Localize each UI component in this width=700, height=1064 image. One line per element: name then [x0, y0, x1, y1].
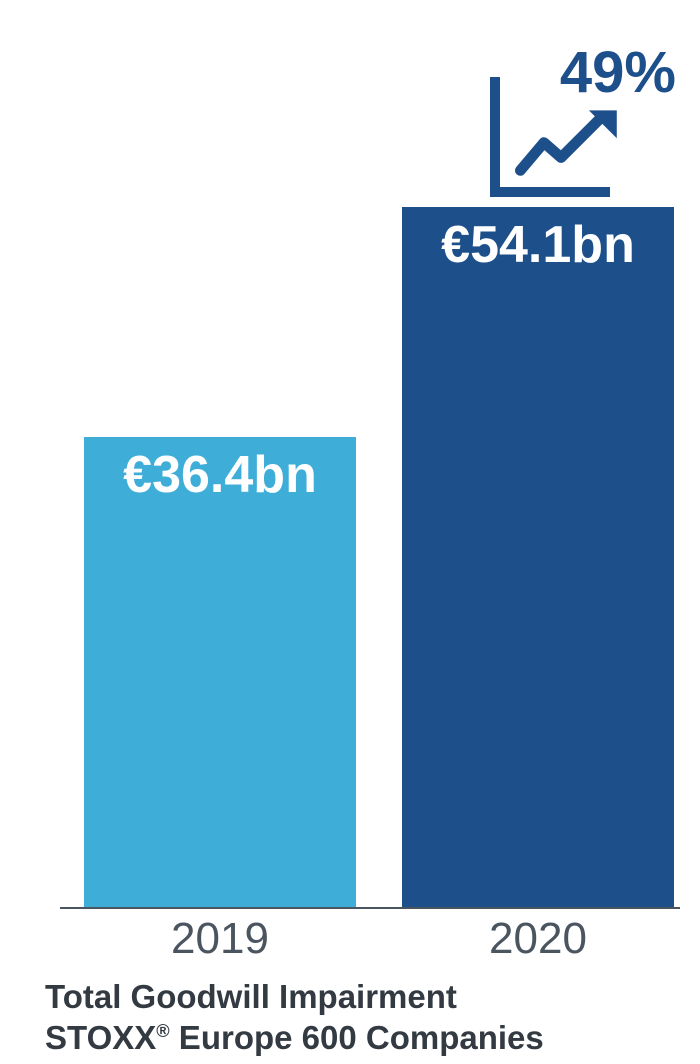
registered-mark: ® — [156, 1021, 169, 1041]
growth-indicator: 49% — [490, 52, 670, 197]
bar-value-label-2019: €36.4bn — [84, 447, 356, 504]
caption-line2-suffix: Europe 600 Companies — [170, 1019, 544, 1056]
x-axis-label-2019: 2019 — [84, 914, 356, 964]
x-axis-baseline — [60, 907, 680, 909]
goodwill-impairment-chart: €36.4bn €54.1bn 49% 2019 2020 Total Go — [0, 0, 700, 1064]
bar-value-label-2020: €54.1bn — [402, 217, 674, 274]
caption-line1: Total Goodwill Impairment — [45, 978, 457, 1015]
bar-2020: €54.1bn — [402, 207, 674, 909]
bar-2019: €36.4bn — [84, 437, 356, 909]
x-axis-label-2020: 2020 — [402, 914, 674, 964]
trend-up-arrow-icon — [508, 104, 627, 179]
chart-caption: Total Goodwill Impairment STOXX® Europe … — [45, 976, 670, 1059]
plot-area: €36.4bn €54.1bn 49% — [60, 39, 680, 909]
x-axis-labels: 2019 2020 — [60, 914, 680, 969]
caption-line2-prefix: STOXX — [45, 1019, 156, 1056]
